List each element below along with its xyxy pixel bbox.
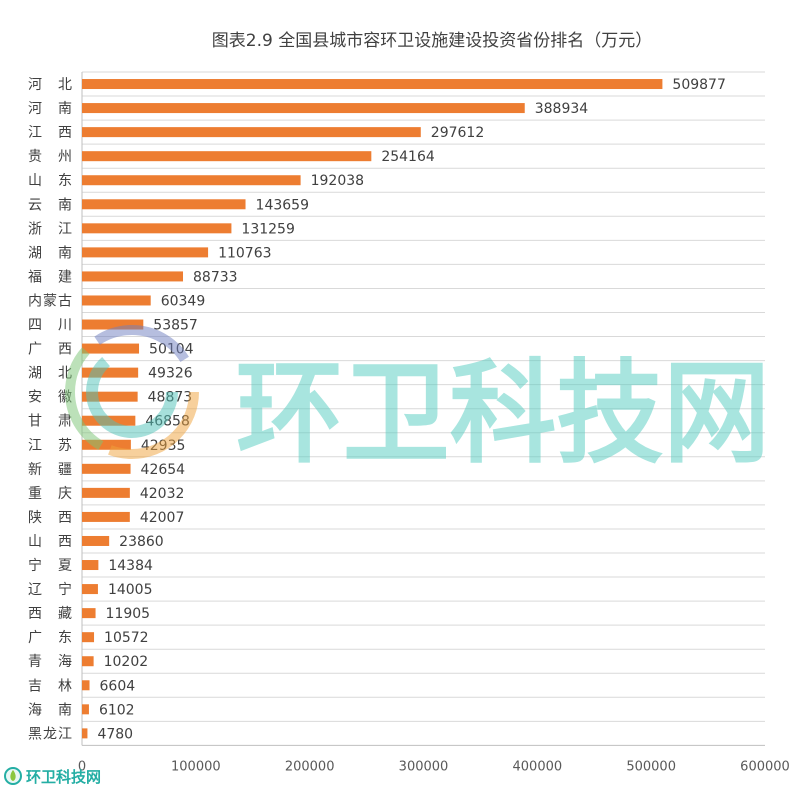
category-label: 河 南: [28, 101, 72, 117]
category-label: 辽 宁: [28, 581, 72, 598]
category-label: 福 建: [28, 269, 72, 285]
data-label: 143659: [256, 197, 309, 213]
category-label: 云 南: [28, 197, 72, 213]
watermark-text: 环卫科技网: [236, 349, 770, 479]
bar: [82, 656, 94, 667]
data-label: 42007: [140, 510, 185, 526]
category-label: 宁 夏: [28, 557, 72, 574]
category-label: 江 苏: [28, 438, 72, 454]
category-label: 重 庆: [28, 486, 72, 502]
category-label: 新 疆: [28, 462, 72, 478]
data-label: 88733: [193, 269, 238, 285]
data-label: 53857: [153, 318, 198, 334]
category-label: 西 藏: [28, 606, 72, 622]
category-label: 青 海: [28, 654, 72, 670]
bar: [82, 439, 131, 450]
bar: [82, 127, 421, 138]
x-tick-label: 300000: [399, 759, 449, 774]
gridlines: [81, 71, 765, 746]
bar: [82, 79, 663, 90]
data-label: 10572: [104, 630, 149, 646]
bar: [82, 175, 301, 186]
bar: [82, 584, 98, 595]
bar: [82, 463, 131, 474]
data-label: 14005: [108, 582, 153, 598]
category-label: 河 北: [28, 77, 72, 93]
category-label: 山 西: [28, 534, 72, 550]
category-label: 山 东: [28, 173, 72, 189]
data-label: 297612: [431, 125, 484, 141]
x-tick-label: 500000: [626, 759, 676, 774]
category-label: 四 川: [28, 318, 72, 334]
data-label: 6604: [100, 678, 136, 694]
bar: [82, 680, 90, 691]
bar: [82, 487, 130, 498]
x-tick-label: 600000: [740, 759, 790, 774]
bar: [82, 560, 99, 571]
bar: [82, 728, 88, 739]
category-label: 广 东: [28, 630, 72, 646]
data-label: 11905: [106, 606, 151, 622]
category-label: 江 西: [28, 125, 72, 141]
leaf-icon: [10, 770, 16, 781]
bar: [82, 511, 130, 522]
category-label: 吉 林: [28, 678, 72, 694]
bar: [82, 704, 89, 715]
data-label: 49326: [148, 366, 193, 382]
chart-title: 图表2.9 全国县城市容环卫设施建设投资省份排名（万元）: [212, 31, 652, 51]
category-label: 黑龙江: [28, 726, 72, 742]
x-tick-label: 0: [78, 759, 86, 774]
data-label: 509877: [672, 77, 725, 93]
bar: [82, 103, 525, 114]
x-axis-tick-labels: 0 100000 200000 300000 400000 500000 600000: [78, 759, 790, 774]
category-label: 甘 肃: [28, 414, 72, 430]
bars: [82, 79, 663, 739]
category-label: 安 徽: [28, 390, 72, 406]
data-label: 388934: [535, 101, 589, 117]
category-label: 海 南: [28, 702, 72, 718]
category-label: 湖 北: [28, 366, 72, 382]
bar: [82, 535, 110, 546]
bar: [82, 199, 246, 210]
category-label: 内蒙古: [28, 293, 72, 309]
bar: [82, 223, 232, 234]
data-label: 60349: [161, 293, 206, 309]
bar: [82, 295, 151, 306]
data-label: 42654: [141, 462, 186, 478]
bar: [82, 343, 140, 354]
category-label: 湖 南: [28, 245, 72, 261]
bar: [82, 391, 138, 402]
bar: [82, 632, 95, 643]
data-label: 131259: [241, 221, 294, 237]
watermark-logo-icon: [65, 325, 199, 459]
x-tick-label: 200000: [285, 759, 335, 774]
bar: [82, 271, 184, 282]
category-label: 贵 州: [28, 149, 72, 165]
category-label: 广 西: [28, 342, 72, 358]
bar: [82, 608, 96, 619]
x-tick-label: 400000: [513, 759, 563, 774]
category-label: 浙 江: [28, 221, 72, 237]
bar: [82, 367, 139, 378]
data-label: 4780: [97, 726, 133, 742]
x-tick-label: 100000: [171, 759, 221, 774]
bar: [82, 151, 372, 162]
category-label: 陕 西: [28, 510, 72, 526]
footer-logo: 环卫科技网: [4, 767, 101, 786]
bar: [82, 247, 209, 258]
data-label: 14384: [108, 558, 153, 574]
data-label: 23860: [119, 534, 164, 550]
data-label: 42032: [140, 486, 185, 502]
footer-logo-text: 环卫科技网: [26, 768, 101, 786]
data-label: 192038: [311, 173, 364, 189]
data-label: 6102: [99, 702, 135, 718]
data-label: 10202: [104, 654, 149, 670]
data-label: 254164: [381, 149, 435, 165]
bar: [82, 319, 144, 330]
data-label: 110763: [218, 245, 271, 261]
